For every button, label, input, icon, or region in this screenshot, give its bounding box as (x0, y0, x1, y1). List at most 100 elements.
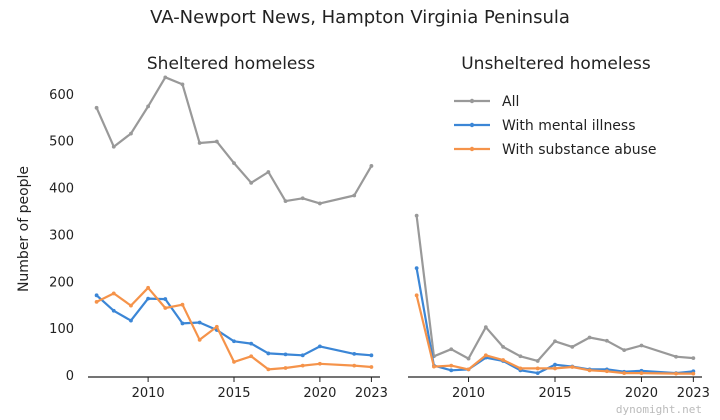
data-point (352, 363, 357, 368)
y-tick-label: 0 (66, 369, 74, 384)
data-point (232, 161, 236, 166)
panel-title: Unsheltered homeless (461, 54, 651, 74)
data-point (622, 371, 627, 376)
data-point (283, 199, 288, 203)
data-point (129, 318, 133, 323)
data-point (466, 356, 471, 361)
data-point (111, 291, 116, 296)
data-point (146, 285, 151, 290)
data-point (449, 347, 454, 352)
y-tick-label: 500 (49, 135, 74, 150)
data-point (300, 363, 305, 368)
data-point (674, 371, 678, 376)
data-point (266, 170, 271, 174)
data-point (352, 352, 357, 356)
data-point (214, 324, 219, 329)
series-line (95, 286, 373, 371)
data-point (146, 296, 151, 301)
series-line (95, 294, 373, 357)
legend-item: With mental illness (454, 118, 636, 134)
series-line (415, 267, 695, 375)
series-line (415, 294, 695, 375)
data-point (369, 365, 374, 369)
data-point (197, 337, 202, 342)
y-tick-label: 600 (49, 88, 74, 103)
data-point (483, 353, 488, 358)
data-point (163, 75, 168, 80)
data-point (129, 131, 133, 136)
data-point (604, 369, 609, 374)
data-point (163, 297, 168, 301)
data-point (232, 339, 236, 344)
data-point (639, 343, 644, 348)
legend-item: All (454, 94, 519, 110)
data-point (197, 141, 202, 145)
data-point (587, 368, 592, 373)
data-point (317, 361, 322, 366)
data-point (674, 354, 678, 359)
y-axis-label: Number of people (16, 166, 32, 292)
data-point (535, 366, 540, 371)
legend-label: With substance abuse (502, 142, 657, 158)
legend-label: All (502, 94, 519, 110)
data-point (570, 365, 575, 369)
data-point (622, 348, 627, 353)
data-point (449, 368, 454, 373)
panel-1: Sheltered homeless 2010 2015 2020 2023 0 100 20… (49, 54, 388, 401)
x-tick-label: 2015 (217, 386, 250, 401)
data-point (449, 363, 454, 368)
panel-2: Unsheltered homeless 2010 2015 2020 2023 (408, 54, 710, 401)
series-with-mental-illness (414, 266, 696, 376)
data-point (587, 335, 592, 340)
data-point (432, 364, 436, 369)
data-point (317, 344, 322, 349)
legend-marker (469, 146, 475, 152)
data-point (518, 366, 523, 371)
data-point (249, 180, 254, 185)
series-line (95, 76, 373, 205)
data-point (266, 351, 271, 356)
x-tick-label: 2023 (677, 386, 710, 401)
data-point (129, 303, 133, 308)
data-point (501, 358, 506, 362)
x-tick-label: 2010 (452, 386, 485, 401)
data-point (414, 213, 419, 218)
data-point (369, 164, 374, 168)
data-point (501, 344, 506, 349)
legend-item: With substance abuse (454, 142, 657, 158)
data-point (249, 341, 254, 346)
data-point (249, 354, 254, 359)
data-point (197, 320, 202, 325)
x-tick-label: 2015 (538, 386, 571, 401)
series-with-mental-illness (94, 293, 374, 358)
x-tick-label: 2020 (625, 386, 658, 401)
data-point (570, 344, 575, 349)
data-point (180, 302, 185, 307)
data-point (518, 354, 523, 359)
data-point (232, 359, 236, 364)
y-tick-label: 100 (49, 322, 74, 337)
data-point (180, 321, 185, 326)
data-point (94, 293, 99, 298)
data-point (535, 371, 540, 376)
data-point (604, 338, 609, 343)
data-point (94, 299, 99, 304)
x-tick-label: 2020 (303, 386, 336, 401)
chart-title: VA-Newport News, Hampton Virginia Penins… (150, 7, 570, 28)
data-point (180, 82, 185, 87)
data-point (317, 201, 322, 206)
data-point (214, 139, 219, 144)
y-tick-label: 300 (49, 228, 74, 243)
data-point (414, 266, 419, 271)
data-point (466, 367, 471, 372)
series-with-substance-abuse (94, 285, 374, 372)
y-tick-label: 400 (49, 182, 74, 197)
data-point (283, 352, 288, 357)
data-point (535, 359, 540, 363)
data-point (266, 367, 271, 372)
data-point (111, 144, 116, 149)
y-tick-label: 200 (49, 275, 74, 290)
legend-marker (469, 98, 475, 104)
